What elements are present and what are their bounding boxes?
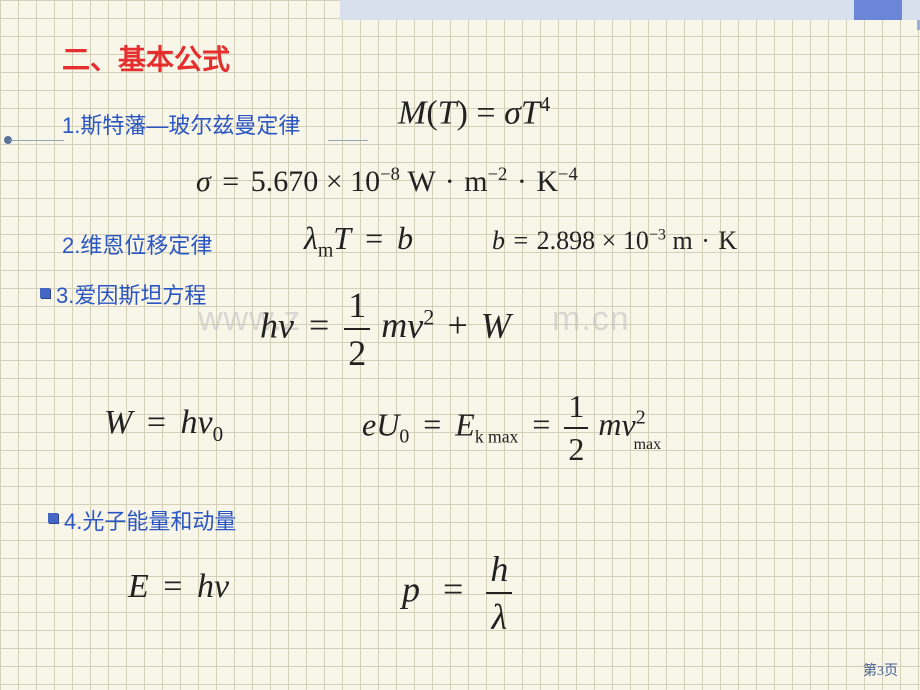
bullet-3 — [40, 288, 50, 298]
formula-wien: λmT = b — [304, 220, 413, 262]
item-3-label: 3.爱因斯坦方程 — [56, 278, 206, 310]
formula-sigma-const: σ = 5.670 × 10−8 W · m−2 · K−4 — [196, 164, 578, 199]
formula-work: W = hν0 — [104, 404, 223, 447]
stefan-T1: T — [438, 94, 457, 131]
formula-photon-p: p = h λ — [402, 548, 512, 638]
stefan-M: M — [398, 94, 426, 131]
top-decor-blue — [854, 0, 902, 20]
section-title: 二、基本公式 — [62, 38, 230, 78]
formula-eU0: eU0 = Ek max = 1 2 mv2max — [362, 388, 661, 468]
formula-einstein: hν = 1 2 mv2 + W — [260, 284, 511, 374]
formula-wien-b: b = 2.898 × 10−3 m · K — [492, 226, 737, 256]
sigma-symbol: σ — [196, 165, 211, 198]
page-number: 第3页 — [863, 660, 898, 680]
item-1-label: 1.斯特藩—玻尔兹曼定律 — [62, 108, 300, 140]
formula-stefan: M(T) = σT4 — [398, 92, 550, 132]
stefan-exp: 4 — [540, 92, 551, 116]
item-4-label: 4.光子能量和动量 — [64, 504, 236, 536]
top-decor-light — [340, 0, 920, 20]
stefan-T2: T — [521, 94, 540, 131]
watermark-right: m.cn — [552, 300, 630, 339]
stefan-sigma: σ — [504, 94, 521, 131]
bullet-4 — [48, 513, 58, 523]
item-2-label: 2.维恩位移定律 — [62, 228, 212, 260]
hr-line-right — [328, 140, 368, 141]
formula-photon-E: E = hν — [128, 568, 229, 606]
hr-line-left — [10, 140, 64, 141]
